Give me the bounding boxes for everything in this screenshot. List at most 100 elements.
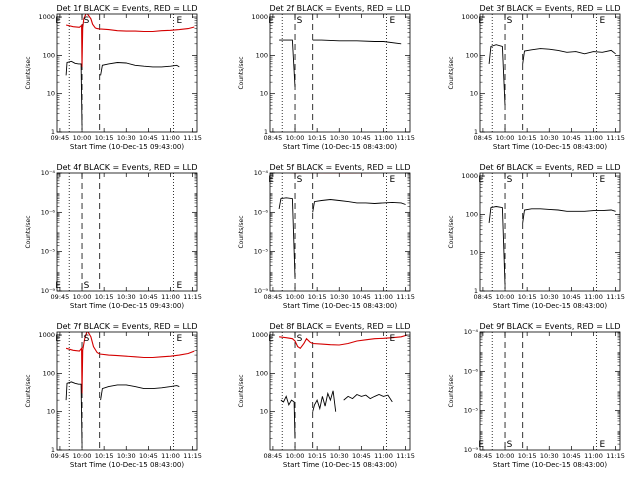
marker-e: E (55, 16, 61, 26)
x-tick-label: 11:15 (183, 293, 202, 301)
events-series-line (522, 208, 616, 223)
x-axis-label: Start Time (10-Dec-15 09:43:00) (70, 143, 184, 151)
marker-e: E (268, 16, 274, 26)
y-tick-label: 10⁻⁶ (254, 208, 269, 216)
x-tick-label: 09:45 (51, 293, 70, 301)
x-tick-label: 10:45 (562, 293, 581, 301)
events-series-line (488, 44, 506, 106)
panel-title: Det 8f BLACK = Events, RED = LLD (269, 322, 410, 331)
y-tick-label: 1000 (251, 13, 268, 21)
x-axis-label: Start Time (10-Dec-15 08:43:00) (283, 461, 397, 469)
x-tick-label: 08:45 (264, 293, 283, 301)
events-series-line (488, 206, 506, 285)
x-tick-label: 11:15 (606, 293, 625, 301)
marker-s: S (507, 16, 513, 26)
axes-frame (269, 331, 411, 451)
x-tick-label: 10:45 (352, 293, 371, 301)
panel-title: Det 1f BLACK = Events, RED = LLD (56, 4, 197, 13)
x-tick-label: 10:00 (286, 134, 305, 142)
marker-e: E (599, 16, 605, 26)
x-tick-label: 11:15 (606, 452, 625, 460)
marker-e: E (268, 334, 274, 344)
x-tick-label: 09:45 (51, 452, 70, 460)
axes-frame (56, 331, 198, 451)
x-tick-label: 11:15 (183, 452, 202, 460)
x-tick-label: 11:00 (374, 452, 393, 460)
x-tick-label: 11:00 (161, 134, 180, 142)
y-tick-label: 100 (466, 51, 478, 59)
axes-frame (269, 13, 411, 133)
y-tick-label: 1000 (38, 331, 55, 339)
y-axis-label: Counts/sec (25, 374, 32, 407)
x-tick-label: 08:45 (474, 134, 493, 142)
marker-s: S (84, 281, 90, 291)
panel-title: Det 3f BLACK = Events, RED = LLD (479, 4, 620, 13)
x-tick-label: 10:30 (117, 134, 136, 142)
x-tick-label: 10:15 (518, 452, 537, 460)
x-tick-label: 10:00 (496, 293, 515, 301)
events-series-line (343, 393, 393, 403)
y-tick-label: 1 (264, 128, 268, 136)
marker-e: E (176, 334, 182, 344)
panel-det9f: Det 9f BLACK = Events, RED = LLD Counts/s… (448, 322, 625, 469)
events-series-line (100, 384, 180, 401)
x-tick-label: 10:00 (496, 134, 515, 142)
plot-area (278, 173, 406, 291)
x-axis-label: Start Time (10-Dec-15 08:43:00) (493, 143, 607, 151)
events-series-line (312, 39, 402, 45)
axes-frame (479, 172, 621, 292)
x-tick-label: 10:30 (540, 452, 559, 460)
x-tick-label: 10:00 (73, 452, 92, 460)
y-tick-label: 10 (260, 408, 268, 416)
y-tick-label: 1000 (38, 13, 55, 21)
marker-s: S (84, 16, 90, 26)
panel-det1f: Det 1f BLACK = Events, RED = LLD Counts/s… (25, 4, 202, 151)
marker-s: S (507, 175, 513, 185)
x-tick-label: 10:30 (330, 293, 349, 301)
marker-s: S (507, 440, 513, 450)
panel-det2f: Det 2f BLACK = Events, RED = LLD Counts/s… (238, 4, 415, 151)
marker-e: E (176, 281, 182, 291)
events-series-line (278, 197, 296, 278)
marker-e: E (389, 175, 395, 185)
plot-area (68, 173, 174, 291)
marker-s: S (297, 334, 303, 344)
lld-series-line (65, 14, 195, 67)
x-tick-label: 11:00 (161, 293, 180, 301)
x-tick-label: 10:15 (518, 134, 537, 142)
marker-e: E (55, 334, 61, 344)
y-tick-label: 1000 (461, 13, 478, 21)
marker-e: E (389, 16, 395, 26)
x-tick-label: 11:15 (396, 452, 415, 460)
events-series-line (279, 39, 296, 87)
x-tick-label: 10:15 (308, 452, 327, 460)
x-axis-label: Start Time (10-Dec-15 08:43:00) (493, 302, 607, 310)
y-axis-label: Counts/sec (25, 215, 32, 248)
events-series-line (522, 48, 616, 64)
plot-area (488, 14, 616, 132)
y-tick-label: 100 (43, 369, 55, 377)
x-tick-label: 11:00 (584, 293, 603, 301)
y-tick-label: 10 (470, 90, 478, 98)
x-tick-label: 10:30 (330, 134, 349, 142)
marker-e: E (478, 440, 484, 450)
x-tick-label: 08:45 (474, 293, 493, 301)
x-tick-label: 10:15 (95, 452, 114, 460)
y-tick-label: 10 (47, 90, 55, 98)
x-tick-label: 11:00 (584, 134, 603, 142)
plot-area (279, 14, 402, 132)
panel-title: Det 2f BLACK = Events, RED = LLD (269, 4, 410, 13)
x-tick-label: 08:45 (264, 452, 283, 460)
y-tick-label: 10 (470, 249, 478, 257)
panel-title: Det 7f BLACK = Events, RED = LLD (56, 322, 197, 331)
panel-title: Det 5f BLACK = Events, RED = LLD (269, 163, 410, 172)
y-tick-label: 1 (474, 287, 478, 295)
panel-title: Det 6f BLACK = Events, RED = LLD (479, 163, 620, 172)
x-tick-label: 10:45 (562, 452, 581, 460)
axes-frame (269, 172, 411, 292)
y-tick-label: 10⁻⁶ (41, 208, 56, 216)
x-tick-label: 10:15 (95, 293, 114, 301)
y-tick-label: 1 (51, 446, 55, 454)
plot-area (488, 173, 616, 291)
